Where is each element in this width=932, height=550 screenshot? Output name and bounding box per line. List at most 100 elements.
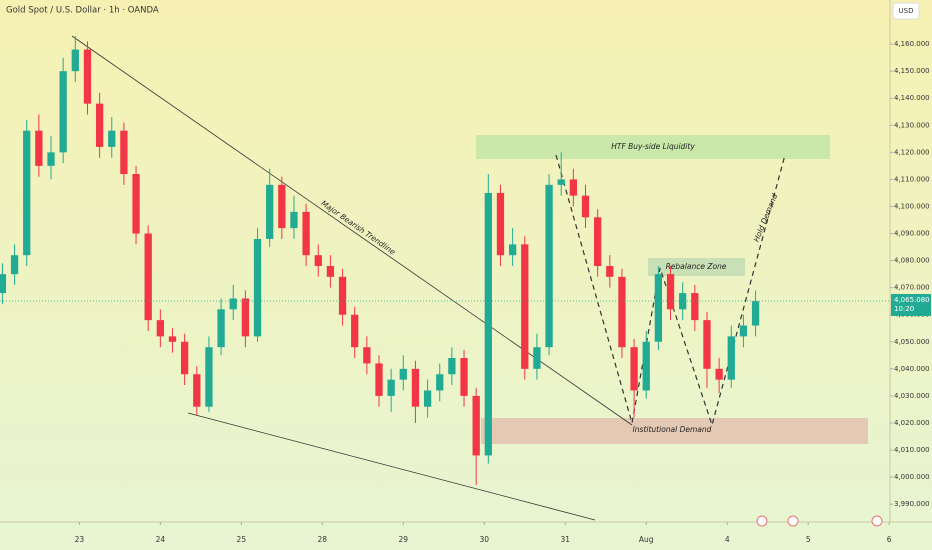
candle-body bbox=[266, 184, 274, 239]
candle-body bbox=[533, 347, 541, 369]
y-tick-label: 4,130.000 bbox=[894, 121, 930, 129]
candle-body bbox=[278, 184, 286, 229]
y-tick-label: 4,080.000 bbox=[894, 257, 930, 265]
event-icon[interactable] bbox=[787, 515, 799, 527]
candle-body bbox=[95, 103, 104, 147]
candle-body bbox=[193, 374, 201, 407]
candle-body bbox=[423, 390, 432, 407]
currency: USD bbox=[899, 7, 914, 15]
candle-body bbox=[120, 130, 128, 174]
y-tick-label: 4,030.000 bbox=[894, 392, 930, 400]
candle-body bbox=[642, 341, 650, 391]
candle-body bbox=[411, 368, 420, 407]
candle-body bbox=[108, 130, 116, 147]
countdown: 10:20 bbox=[894, 305, 914, 313]
candle-body bbox=[326, 266, 335, 277]
rebalance-zone bbox=[648, 258, 745, 276]
candle-body bbox=[618, 276, 626, 348]
candle-body bbox=[727, 336, 735, 380]
candle-body bbox=[679, 293, 687, 310]
y-tick-label: 4,010.000 bbox=[894, 446, 930, 454]
candle-body bbox=[739, 325, 748, 337]
candle-body bbox=[557, 179, 565, 185]
event-icon[interactable] bbox=[756, 515, 768, 527]
candle-body bbox=[375, 363, 383, 396]
candle-body bbox=[205, 347, 213, 407]
x-tick-label: 29 bbox=[399, 535, 409, 544]
candle-body bbox=[472, 395, 480, 456]
candle-body bbox=[0, 274, 7, 294]
candle-body bbox=[132, 174, 140, 234]
candle-body bbox=[229, 298, 237, 310]
y-tick-label: 4,120.000 bbox=[894, 148, 930, 156]
currency-box[interactable] bbox=[892, 2, 920, 20]
event-icon[interactable] bbox=[871, 515, 883, 527]
candle-body bbox=[436, 374, 444, 391]
chart-title: Gold Spot / U.S. Dollar · 1h · OANDA bbox=[6, 6, 159, 16]
candle-body bbox=[496, 192, 505, 256]
x-tick-label: 31 bbox=[560, 535, 570, 544]
candle-body bbox=[508, 244, 517, 256]
x-tick-label: 30 bbox=[480, 535, 490, 544]
candle-body bbox=[569, 179, 578, 196]
candle-body bbox=[715, 368, 723, 380]
candle-body bbox=[314, 255, 322, 267]
x-tick-label: 5 bbox=[806, 535, 811, 544]
candle-body bbox=[23, 130, 31, 256]
last-price-label: 4,065.080 bbox=[894, 296, 930, 304]
candle-body bbox=[484, 192, 492, 456]
x-tick-label: 28 bbox=[318, 535, 328, 544]
y-tick-label: 4,000.000 bbox=[894, 473, 930, 481]
candle-body bbox=[253, 238, 262, 337]
demand-zone bbox=[481, 418, 868, 444]
candle-body bbox=[156, 320, 164, 337]
candle-body bbox=[59, 71, 67, 153]
candle-body bbox=[338, 276, 347, 315]
candle-body bbox=[448, 358, 456, 375]
y-tick-label: 4,140.000 bbox=[894, 94, 930, 102]
x-tick-label: 24 bbox=[156, 535, 166, 544]
y-tick-label: 4,150.000 bbox=[894, 67, 930, 75]
x-tick-label: 4 bbox=[725, 535, 730, 544]
candle-body bbox=[691, 293, 699, 321]
liquidity-zone bbox=[476, 135, 830, 159]
candle-body bbox=[521, 244, 529, 369]
y-tick-label: 3,990.000 bbox=[894, 500, 930, 508]
candle-body bbox=[35, 130, 43, 166]
x-tick-label: 6 bbox=[887, 535, 892, 544]
candle-body bbox=[241, 298, 250, 337]
candle-body bbox=[363, 347, 371, 364]
candle-body bbox=[83, 49, 92, 104]
candle-body bbox=[168, 336, 177, 342]
projection-path bbox=[555, 154, 786, 428]
candle-body bbox=[460, 358, 468, 396]
candle-body bbox=[387, 379, 395, 396]
candle-body bbox=[666, 274, 675, 310]
candle-body bbox=[180, 341, 189, 375]
y-tick-label: 4,020.000 bbox=[894, 419, 930, 427]
candle-body bbox=[545, 184, 553, 348]
y-tick-label: 4,160.000 bbox=[894, 40, 930, 48]
zone-label: HTF Buy-side Liquidity bbox=[611, 142, 695, 151]
x-tick-label: 23 bbox=[75, 535, 85, 544]
trendline bbox=[187, 412, 596, 521]
candle-body bbox=[217, 309, 225, 348]
last-price-box bbox=[891, 293, 931, 316]
y-tick-label: 4,050.000 bbox=[894, 338, 930, 346]
candle-body bbox=[47, 152, 55, 166]
candle-body bbox=[399, 368, 407, 380]
candle-body bbox=[144, 233, 152, 321]
candle-body bbox=[302, 211, 310, 256]
candle-body bbox=[630, 347, 638, 391]
x-tick-label: 25 bbox=[237, 535, 247, 544]
zone-label: Rebalance Zone bbox=[666, 262, 727, 271]
y-tick-label: 4,070.000 bbox=[894, 284, 930, 292]
candle-body bbox=[606, 266, 614, 277]
y-tick-label: 4,090.000 bbox=[894, 230, 930, 238]
x-tick-label: Aug bbox=[639, 535, 654, 544]
y-tick-label: 4,100.000 bbox=[894, 202, 930, 210]
candle-body bbox=[594, 217, 602, 267]
y-tick-label: 4,040.000 bbox=[894, 365, 930, 373]
